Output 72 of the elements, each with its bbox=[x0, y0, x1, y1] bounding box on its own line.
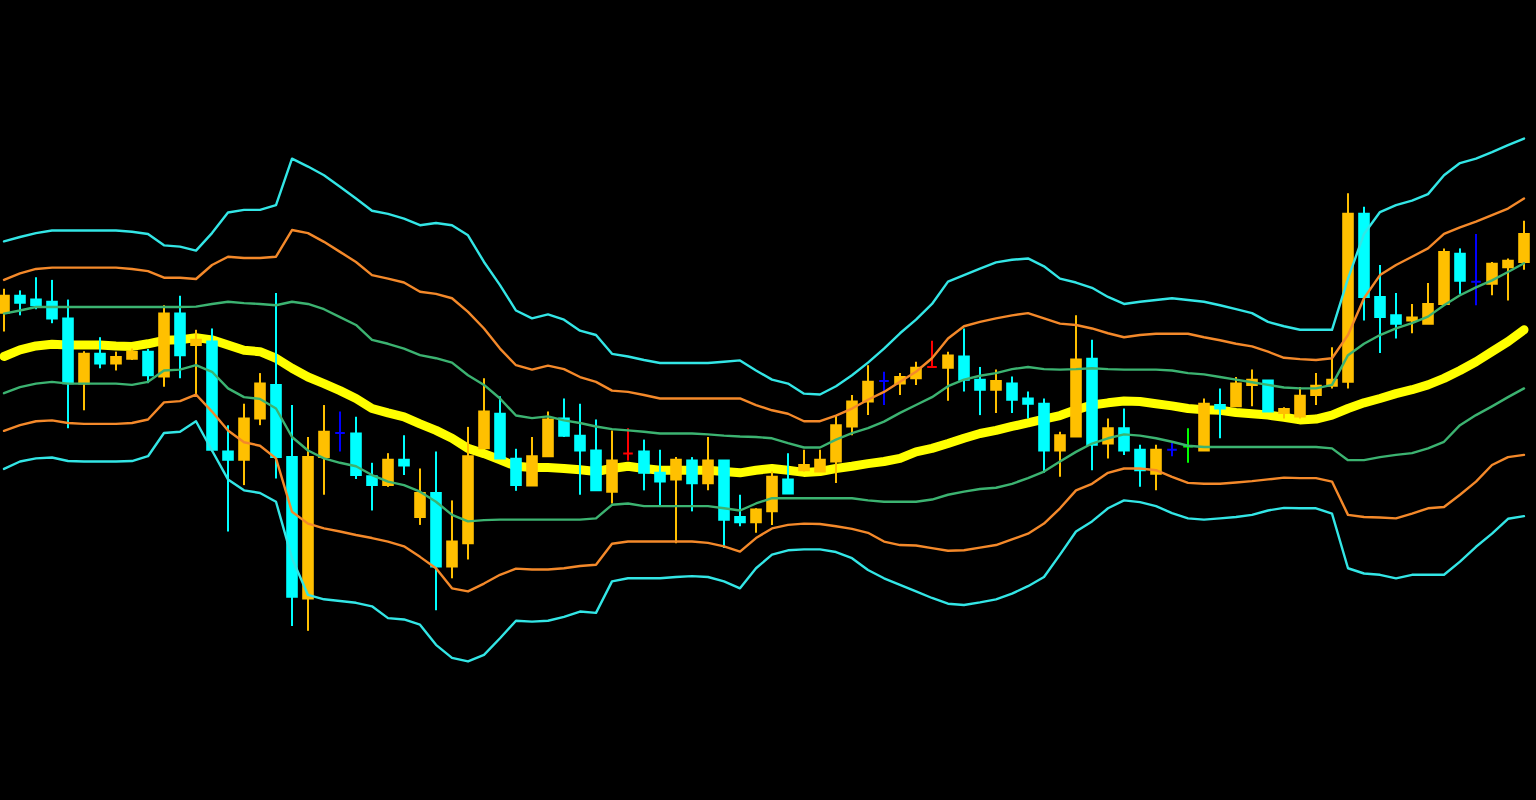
candlestick bbox=[1374, 264, 1386, 354]
candlestick bbox=[942, 350, 954, 402]
candlestick bbox=[734, 493, 746, 528]
candlestick bbox=[494, 395, 506, 460]
candlestick bbox=[46, 278, 58, 325]
candlestick bbox=[254, 372, 266, 427]
candlestick bbox=[686, 456, 698, 513]
candlestick bbox=[1486, 260, 1498, 297]
candlestick bbox=[878, 370, 890, 407]
candlestick bbox=[1502, 257, 1514, 302]
candlestick bbox=[526, 435, 538, 487]
candlestick bbox=[974, 365, 986, 417]
candlestick bbox=[1262, 379, 1274, 413]
candlestick bbox=[1134, 443, 1146, 488]
candlestick bbox=[0, 287, 10, 333]
candlestick bbox=[702, 435, 714, 492]
candlestick bbox=[782, 452, 794, 495]
candlestick bbox=[238, 402, 250, 487]
candlestick bbox=[94, 336, 106, 370]
candlestick bbox=[926, 339, 938, 368]
candlestick bbox=[414, 467, 426, 526]
candlestick bbox=[1214, 387, 1226, 440]
candlestick bbox=[1406, 302, 1418, 335]
candlestick bbox=[814, 448, 826, 473]
candlestick bbox=[654, 448, 666, 508]
candlestick bbox=[638, 438, 650, 492]
candlestick bbox=[622, 427, 634, 462]
candlestick bbox=[14, 289, 26, 317]
candlestick bbox=[366, 461, 378, 512]
candlestick bbox=[222, 424, 234, 533]
candlestick bbox=[1454, 247, 1466, 295]
candlestick bbox=[1006, 375, 1018, 414]
candlestick bbox=[142, 348, 154, 385]
candlestick bbox=[590, 418, 602, 492]
candlestick bbox=[1422, 281, 1434, 325]
candlestick bbox=[606, 429, 618, 505]
candlestick bbox=[446, 499, 458, 580]
candlestick bbox=[190, 328, 202, 396]
candlestick bbox=[78, 350, 90, 412]
candlestick bbox=[1022, 390, 1034, 420]
candlestick bbox=[110, 350, 122, 372]
candlestick bbox=[750, 507, 762, 534]
candlestick bbox=[30, 276, 42, 311]
candlestick bbox=[1150, 443, 1162, 492]
candlestick bbox=[1230, 376, 1242, 408]
candlestick bbox=[398, 434, 410, 477]
candlestick bbox=[1182, 427, 1194, 464]
candlestick bbox=[574, 402, 586, 496]
candlestick bbox=[670, 456, 682, 545]
candlestick bbox=[542, 410, 554, 458]
candlestick bbox=[1118, 407, 1130, 456]
candlestick bbox=[174, 294, 186, 380]
candlestick bbox=[1038, 397, 1050, 474]
candlestick bbox=[766, 470, 778, 526]
candlestick bbox=[1294, 386, 1306, 420]
candlestick bbox=[798, 448, 810, 473]
candlestick bbox=[382, 452, 394, 488]
candlestick bbox=[1518, 219, 1530, 271]
candlestick bbox=[1054, 430, 1066, 478]
candlestick bbox=[350, 415, 362, 480]
candlestick bbox=[318, 404, 330, 496]
candlestick bbox=[862, 364, 874, 417]
candlestick bbox=[334, 410, 346, 453]
candlestick bbox=[958, 327, 970, 393]
candlestick bbox=[990, 368, 1002, 414]
candlestick bbox=[830, 414, 842, 484]
candlestick bbox=[1470, 232, 1482, 307]
candlestick bbox=[1198, 397, 1210, 452]
candlestick bbox=[846, 393, 858, 437]
candlestick bbox=[478, 377, 490, 450]
candlestick bbox=[510, 447, 522, 492]
candlestick bbox=[1390, 292, 1402, 340]
